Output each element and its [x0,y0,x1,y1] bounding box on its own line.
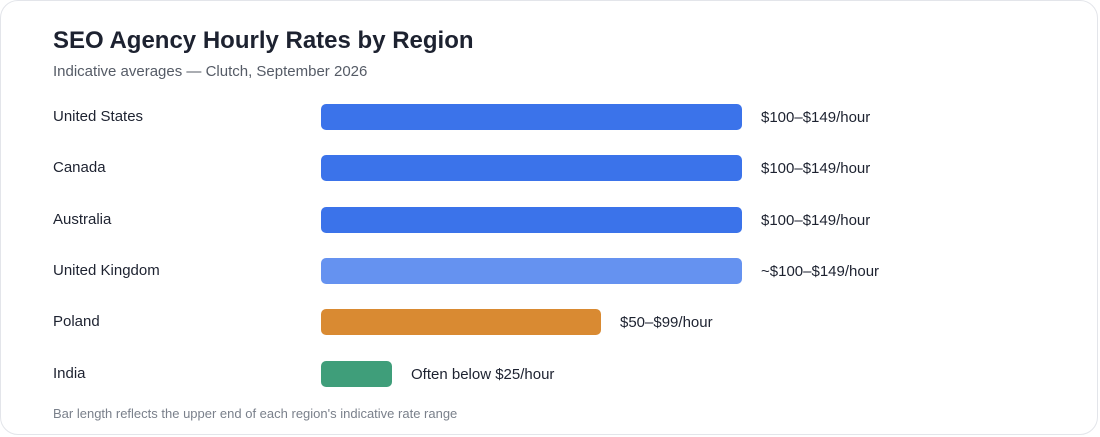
chart-footnote: Bar length reflects the upper end of eac… [53,406,458,421]
category-label: Canada [53,159,106,177]
value-label: $100–$149/hour [761,211,871,229]
value-label: Often below $25/hour [411,365,555,383]
bar [321,206,742,233]
category-label: India [53,364,86,382]
value-label: $50–$99/hour [620,314,713,332]
value-label: $100–$149/hour [761,160,871,178]
value-label: $100–$149/hour [761,109,871,126]
category-label: United Kingdom [53,261,160,279]
bar [321,104,742,130]
category-label: Australia [53,210,112,228]
bar [321,257,742,284]
chart-title: SEO Agency Hourly Rates by Region [53,27,474,54]
bar [321,360,392,387]
bar [321,155,742,182]
category-label: United States [53,108,144,125]
chart-subtitle: Indicative averages — Clutch, September … [53,63,368,80]
value-label: ~$100–$149/hour [761,262,880,280]
bar [321,309,601,336]
category-label: Poland [53,313,100,331]
